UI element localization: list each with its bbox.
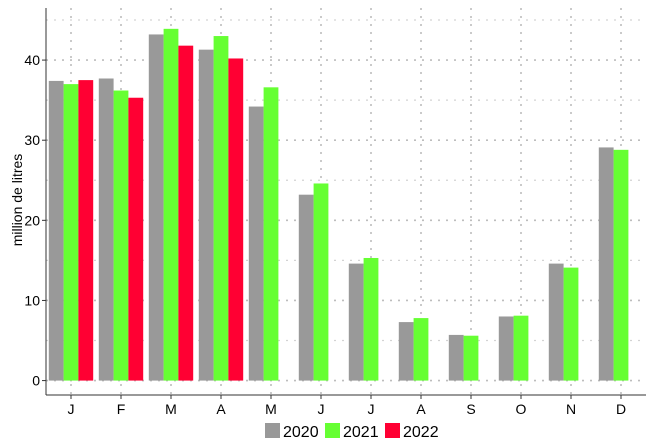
legend-item-2021: 2021: [325, 423, 379, 441]
bar-2020-S: [448, 334, 464, 381]
legend-item-2020: 2020: [265, 423, 319, 441]
bar-2020-D: [598, 147, 614, 381]
bar-2021-J: [63, 84, 79, 381]
bar-2022-J: [78, 80, 94, 381]
bar-2021-J: [313, 183, 329, 381]
x-tick-label: O: [516, 401, 527, 417]
y-tick-label: 20: [24, 212, 40, 228]
bar-2022-F: [128, 97, 144, 381]
bar-2020-A: [198, 49, 214, 381]
bar-2020-J: [348, 263, 364, 381]
x-tick-label: J: [368, 401, 375, 417]
x-tick-label: N: [566, 401, 576, 417]
x-tick-label: F: [117, 401, 126, 417]
y-tick-label: 30: [24, 132, 40, 148]
bar-2020-M: [148, 34, 164, 381]
axes: [42, 8, 646, 399]
y-tick-label: 10: [24, 292, 40, 308]
bar-2022-M: [178, 45, 194, 381]
bar-2020-J: [298, 194, 314, 381]
x-tick-label: J: [68, 401, 75, 417]
bar-2020-A: [398, 322, 414, 381]
bar-2021-F: [113, 90, 129, 381]
bar-2021-D: [613, 149, 629, 381]
legend-label: 2022: [403, 424, 439, 441]
bar-2021-S: [463, 335, 479, 381]
bar-2021-M: [263, 87, 279, 381]
bar-2021-M: [163, 28, 179, 381]
bar-2021-J: [363, 257, 379, 381]
bar-2021-A: [213, 36, 229, 381]
bar-2021-A: [413, 318, 429, 381]
x-tick-label: M: [165, 401, 177, 417]
y-tick-labels: 0 10 20 30 40: [24, 52, 40, 388]
legend-label: 2021: [343, 424, 379, 441]
bar-2020-M: [248, 106, 264, 381]
y-axis-label: million de litres: [9, 154, 25, 247]
legend: 2020 2021 2022: [265, 423, 439, 441]
y-tick-label: 0: [32, 373, 40, 389]
x-tick-label: M: [265, 401, 277, 417]
bar-2020-O: [498, 316, 514, 381]
legend-swatch: [265, 423, 280, 438]
x-tick-label: D: [616, 401, 626, 417]
bars: [48, 28, 629, 381]
x-tick-label: A: [416, 401, 426, 417]
bar-2020-N: [548, 263, 564, 381]
bar-2020-F: [98, 78, 114, 381]
bar-2022-A: [228, 58, 244, 381]
x-tick-label: S: [466, 401, 475, 417]
x-tick-label: A: [216, 401, 226, 417]
legend-label: 2020: [283, 424, 319, 441]
legend-item-2022: 2022: [385, 423, 439, 441]
legend-swatch: [385, 423, 400, 438]
y-tick-label: 40: [24, 52, 40, 68]
x-tick-label: J: [318, 401, 325, 417]
bar-2021-O: [513, 315, 529, 381]
legend-swatch: [325, 423, 340, 438]
bar-2021-N: [563, 267, 579, 381]
bar-2020-J: [48, 80, 64, 381]
